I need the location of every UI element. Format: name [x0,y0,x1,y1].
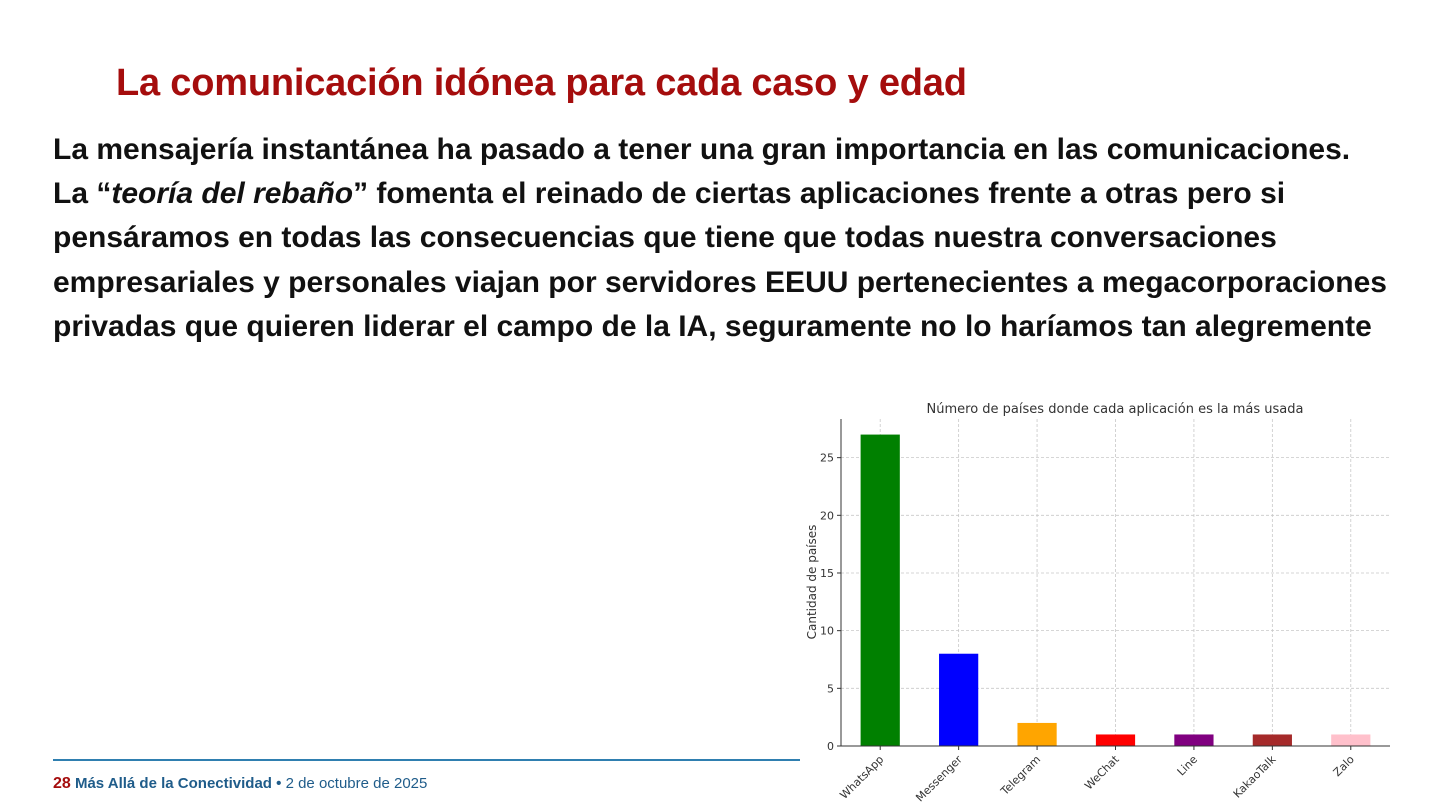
bar-zalo [1331,734,1371,746]
bar-whatsapp [860,434,900,746]
y-tick-label: 0 [827,740,834,753]
y-tick-label: 25 [820,452,834,465]
x-tick-label: WhatsApp [837,753,886,802]
paragraph-herd-theory-rest: ” fomenta el reinado de ciertas aplicaci… [53,177,1387,343]
grid [841,419,1390,747]
bar-kakaotalk [1252,734,1292,746]
paragraph-messaging: La mensajería instantánea ha pasado a te… [53,133,1351,166]
quote-open: La “ [53,177,112,211]
paragraph-herd-theory: La “teoría del rebaño” fomenta el reinad… [53,172,1393,349]
bars [860,434,1371,746]
herd-theory-emphasis: teoría del rebaño [111,177,354,211]
x-tick-label: Telegram [998,753,1044,799]
footer-divider [53,759,800,761]
y-tick-label: 15 [820,567,834,580]
y-tick-label: 20 [820,509,834,522]
axes [837,419,1390,750]
y-tick-label: 5 [827,682,834,695]
bar-wechat [1095,734,1136,746]
slide-title: La comunicación idónea para cada caso y … [116,62,967,104]
page-number: 28 [53,775,71,792]
footer: 28 Más Allá de la Conectividad • 2 de oc… [53,775,427,793]
body-text: La mensajería instantánea ha pasado a te… [53,128,1393,349]
bar-telegram [1017,722,1057,746]
x-tick-label: Zalo [1331,753,1357,779]
bar-line [1174,734,1214,746]
x-tick-label: WeChat [1082,752,1122,792]
x-tick-label: Messenger [913,753,965,805]
tick-labels: 0 5 10 15 20 25 WhatsApp Messenger Telegram WeCha… [820,452,1357,805]
y-tick-label: 10 [820,625,834,638]
footer-date: 2 de octubre de 2025 [285,775,428,792]
x-tick-label: KakaoTalk [1231,752,1279,800]
bar-chart: Número de países donde cada aplicación e… [805,402,1390,805]
bar-messenger [939,653,979,746]
footer-brand: Más Allá de la Conectividad [74,775,272,792]
x-tick-label: Line [1175,753,1201,779]
y-axis-label: Cantidad de países [805,525,819,640]
chart-title: Número de países donde cada aplicación e… [927,402,1304,417]
footer-separator: • [276,775,282,792]
